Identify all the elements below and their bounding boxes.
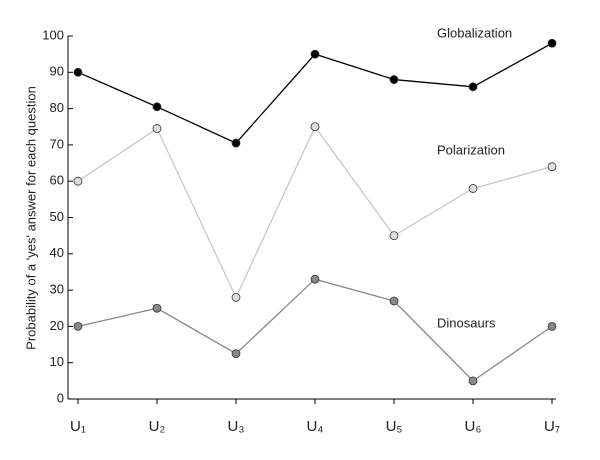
marker xyxy=(73,67,83,77)
series-label: Polarization xyxy=(437,142,505,157)
marker xyxy=(231,292,241,302)
marker xyxy=(152,124,162,133)
marker xyxy=(389,75,399,84)
marker xyxy=(389,231,399,241)
marker xyxy=(73,176,83,186)
y-tick-label: 30 xyxy=(50,282,64,297)
marker xyxy=(310,49,320,59)
marker xyxy=(310,274,320,284)
marker xyxy=(468,376,478,386)
x-tick-label: U₄ xyxy=(307,418,324,435)
y-tick-label: 80 xyxy=(50,100,64,115)
marker xyxy=(547,162,557,172)
y-tick-label: 100 xyxy=(42,27,64,42)
x-tick-label: U₆ xyxy=(465,418,482,435)
marker xyxy=(547,321,557,331)
marker xyxy=(152,303,162,313)
series-label: Dinosaurs xyxy=(437,315,496,330)
marker xyxy=(468,184,478,193)
x-tick-label: U₃ xyxy=(228,418,245,435)
x-tick-label: U₁ xyxy=(70,418,86,435)
y-tick-label: 90 xyxy=(50,64,64,79)
y-tick-label: 20 xyxy=(50,318,64,333)
y-axis-label: Probability of a 'yes' answer for each q… xyxy=(23,86,38,350)
marker xyxy=(310,122,320,132)
marker xyxy=(152,102,162,112)
marker xyxy=(231,349,241,359)
y-tick-label: 0 xyxy=(57,390,64,405)
x-tick-label: U₅ xyxy=(386,418,403,435)
marker xyxy=(547,38,557,48)
marker xyxy=(468,82,478,92)
y-tick-label: 10 xyxy=(50,354,64,369)
x-tick-label: U₇ xyxy=(544,418,560,435)
y-tick-label: 50 xyxy=(50,209,64,224)
y-tick-label: 60 xyxy=(50,173,64,188)
marker xyxy=(389,296,399,306)
y-tick-label: 40 xyxy=(50,245,64,260)
series-label: Globalization xyxy=(437,25,512,40)
marker xyxy=(73,321,83,331)
y-tick-label: 70 xyxy=(50,136,64,151)
marker xyxy=(231,138,241,148)
x-tick-label: U₂ xyxy=(149,418,166,435)
